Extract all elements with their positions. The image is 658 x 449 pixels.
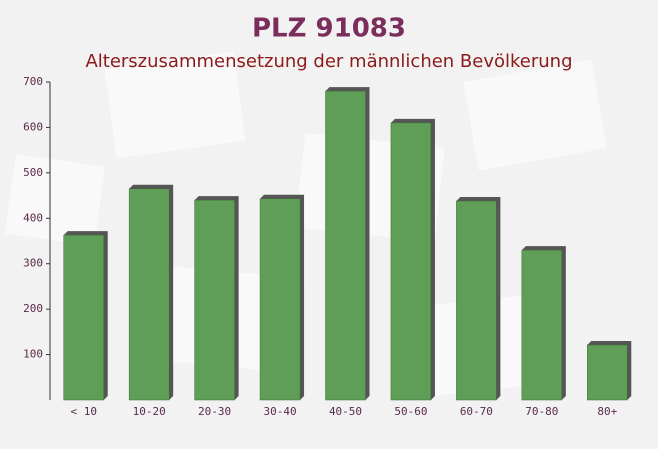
bar	[128, 188, 170, 401]
bar	[521, 249, 563, 401]
x-tick-label: < 10	[70, 405, 97, 418]
y-tick-label: 200	[23, 302, 43, 315]
y-tick-label: 300	[23, 257, 43, 270]
x-tick-label: 10-20	[133, 405, 166, 418]
y-tick-label: 500	[23, 166, 43, 179]
bar	[587, 344, 628, 401]
x-tick-label: 20-30	[198, 405, 231, 418]
y-tick-label: 400	[23, 211, 43, 224]
bar	[456, 200, 497, 401]
x-tick-label: 80+	[597, 405, 617, 418]
x-tick-label: 30-40	[263, 405, 296, 418]
bar	[390, 122, 432, 401]
bar	[194, 199, 235, 401]
x-tick-label: 40-50	[329, 405, 362, 418]
y-tick-label: 100	[23, 348, 43, 361]
bar	[63, 234, 104, 401]
chart-subtitle: Alterszusammensetzung der männlichen Bev…	[85, 51, 572, 72]
chart-title: PLZ 91083	[252, 14, 406, 44]
bar	[325, 90, 366, 401]
x-tick-label: 70-80	[525, 405, 558, 418]
y-tick-label: 700	[23, 75, 43, 88]
x-tick-label: 50-60	[394, 405, 427, 418]
bar	[259, 198, 301, 401]
y-tick-label: 600	[23, 120, 43, 133]
x-tick-label: 60-70	[460, 405, 493, 418]
